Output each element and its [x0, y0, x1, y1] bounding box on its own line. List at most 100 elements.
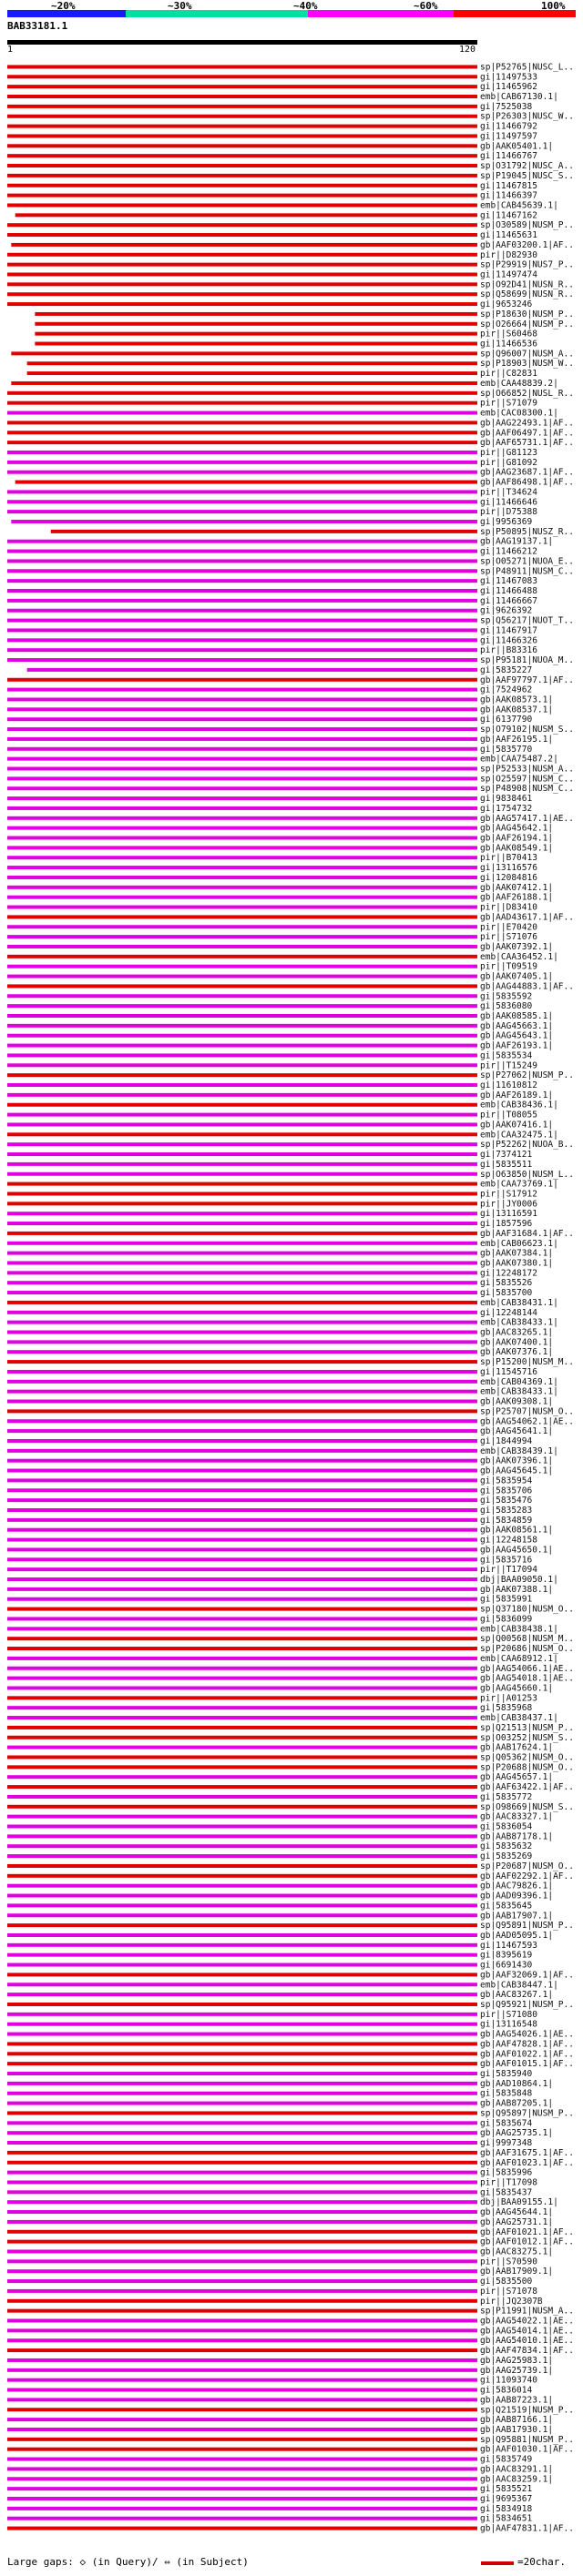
- hit-label[interactable]: emb|CAB04369.1|: [480, 1377, 558, 1387]
- hit-bar[interactable]: [7, 411, 477, 415]
- hit-bar[interactable]: [7, 2269, 477, 2274]
- hit-label[interactable]: gb|AAK09308.1|: [480, 1397, 553, 1407]
- hit-bar[interactable]: [7, 183, 477, 188]
- hit-label[interactable]: gb|AAG45650.1|: [480, 1545, 553, 1555]
- hit-bar[interactable]: [7, 1587, 477, 1591]
- hit-label[interactable]: gb|AAK07396.1|: [480, 1456, 553, 1466]
- hit-label[interactable]: gb|AAG45641.1|: [480, 1426, 553, 1436]
- hit-bar[interactable]: [7, 95, 477, 99]
- hit-bar[interactable]: [7, 1161, 477, 1166]
- hit-label[interactable]: gb|AAF31684.1|AF..: [480, 1229, 574, 1239]
- hit-bar[interactable]: [7, 2150, 477, 2155]
- hit-label[interactable]: gb|AAC83265.1|: [480, 1328, 553, 1338]
- hit-bar[interactable]: [7, 144, 477, 148]
- hit-label[interactable]: pir||E70420: [480, 922, 537, 932]
- hit-label[interactable]: gb|AAG54018.1|AE..: [480, 1674, 574, 1684]
- hit-label[interactable]: emb|CAB38438.1|: [480, 1624, 558, 1634]
- hit-bar[interactable]: [7, 75, 477, 79]
- hit-label[interactable]: gi|11497597: [480, 131, 537, 141]
- hit-label[interactable]: sp|O03252|NUSM_S..: [480, 1733, 574, 1743]
- hit-bar[interactable]: [7, 1379, 477, 1384]
- hit-label[interactable]: sp|P25707|NUSM_O..: [480, 1406, 574, 1416]
- hit-bar[interactable]: [7, 589, 477, 593]
- hit-bar[interactable]: [7, 2378, 477, 2382]
- hit-bar[interactable]: [7, 717, 477, 722]
- hit-bar[interactable]: [7, 1725, 477, 1729]
- hit-bar[interactable]: [7, 252, 477, 257]
- hit-label[interactable]: sp|P20687|NUSM_O..: [480, 1861, 574, 1871]
- hit-bar[interactable]: [7, 2318, 477, 2323]
- hit-label[interactable]: gb|AAF86498.1|AF..: [480, 478, 574, 488]
- hit-bar[interactable]: [7, 1765, 477, 1770]
- hit-bar[interactable]: [7, 470, 477, 474]
- hit-bar[interactable]: [7, 776, 477, 781]
- hit-bar[interactable]: [7, 2111, 477, 2115]
- hit-label[interactable]: gi|5835500: [480, 2277, 532, 2287]
- hit-label[interactable]: gb|AAG25983.1|: [480, 2356, 553, 2366]
- hit-label[interactable]: sp|Q96007|NUSM_A..: [480, 349, 574, 359]
- hit-label[interactable]: gb|AAG45645.1|: [480, 1466, 553, 1476]
- hit-label[interactable]: gb|AAK07400.1|: [480, 1337, 553, 1347]
- hit-label[interactable]: gi|5835716: [480, 1555, 532, 1565]
- hit-label[interactable]: gi|5836099: [480, 1614, 532, 1624]
- hit-bar[interactable]: [7, 1527, 477, 1532]
- hit-label[interactable]: pir||S71078: [480, 2287, 537, 2297]
- hit-label[interactable]: gi|6137790: [480, 715, 532, 725]
- hit-bar[interactable]: [7, 856, 477, 860]
- hit-label[interactable]: gi|5835269: [480, 1851, 532, 1861]
- hit-bar[interactable]: [7, 806, 477, 810]
- hit-label[interactable]: gi|5835521: [480, 2484, 532, 2494]
- hit-bar[interactable]: [7, 1192, 477, 1196]
- hit-bar[interactable]: [7, 421, 477, 425]
- hit-label[interactable]: gb|AAK08561.1|: [480, 1526, 553, 1536]
- hit-label[interactable]: gb|AAK07416.1|: [480, 1120, 553, 1130]
- hit-bar[interactable]: [7, 2408, 477, 2412]
- hit-bar[interactable]: [7, 2052, 477, 2056]
- hit-bar[interactable]: [7, 1824, 477, 1829]
- hit-label[interactable]: dbj|BAA09155.1|: [480, 2197, 558, 2207]
- hit-label[interactable]: gb|AAG19137.1|: [480, 537, 553, 547]
- hit-bar[interactable]: [7, 1893, 477, 1898]
- hit-label[interactable]: sp|P11991|NUSM_A..: [480, 2307, 574, 2317]
- hit-bar[interactable]: [11, 380, 478, 385]
- hit-bar[interactable]: [7, 539, 477, 543]
- hit-label[interactable]: sp|O79102|NUSM_S..: [480, 725, 574, 735]
- hit-bar[interactable]: [7, 1863, 477, 1868]
- hit-bar[interactable]: [7, 1310, 477, 1314]
- hit-bar[interactable]: [7, 628, 477, 633]
- hit-label[interactable]: gb|AAF65731.1|AF..: [480, 438, 574, 448]
- hit-label[interactable]: sp|O25597|NUSM_C..: [480, 774, 574, 784]
- hit-label[interactable]: gi|5835848: [480, 2089, 532, 2099]
- hit-label[interactable]: sp|O26664|NUSM_P..: [480, 319, 574, 330]
- hit-label[interactable]: emb|CAB06623.1|: [480, 1239, 558, 1249]
- hit-bar[interactable]: [7, 272, 477, 277]
- hit-bar[interactable]: [7, 1617, 477, 1621]
- hit-bar[interactable]: [7, 1142, 477, 1147]
- hit-label[interactable]: gi|11467083: [480, 576, 537, 586]
- hit-bar[interactable]: [7, 2121, 477, 2125]
- hit-bar[interactable]: [7, 1281, 477, 1285]
- hit-label[interactable]: gi|9653246: [480, 299, 532, 309]
- hit-bar[interactable]: [7, 65, 477, 69]
- hit-bar[interactable]: [7, 994, 477, 999]
- hit-bar[interactable]: [7, 549, 477, 553]
- hit-bar[interactable]: [26, 361, 478, 366]
- hit-bar[interactable]: [7, 441, 477, 445]
- hit-bar[interactable]: [7, 559, 477, 563]
- hit-label[interactable]: pir||S70590: [480, 2257, 537, 2267]
- hit-label[interactable]: sp|Q56217|NUOT_T..: [480, 616, 574, 626]
- hit-label[interactable]: sp|P52262|NUOA_B..: [480, 1140, 574, 1150]
- hit-bar[interactable]: [7, 2200, 477, 2205]
- hit-label[interactable]: emb|CAB38439.1|: [480, 1446, 558, 1456]
- hit-bar[interactable]: [7, 954, 477, 958]
- hit-label[interactable]: gi|9956369: [480, 517, 532, 527]
- hit-bar[interactable]: [7, 1942, 477, 1947]
- hit-bar[interactable]: [7, 1903, 477, 1908]
- hit-label[interactable]: emb|CAA32475.1|: [480, 1130, 558, 1140]
- hit-label[interactable]: gi|7525038: [480, 102, 532, 112]
- hit-label[interactable]: gi|11466397: [480, 191, 537, 201]
- hit-bar[interactable]: [7, 2091, 477, 2095]
- hit-label[interactable]: pir||T17098: [480, 2177, 537, 2187]
- hit-bar[interactable]: [7, 282, 477, 287]
- hit-label[interactable]: gi|11465631: [480, 230, 537, 240]
